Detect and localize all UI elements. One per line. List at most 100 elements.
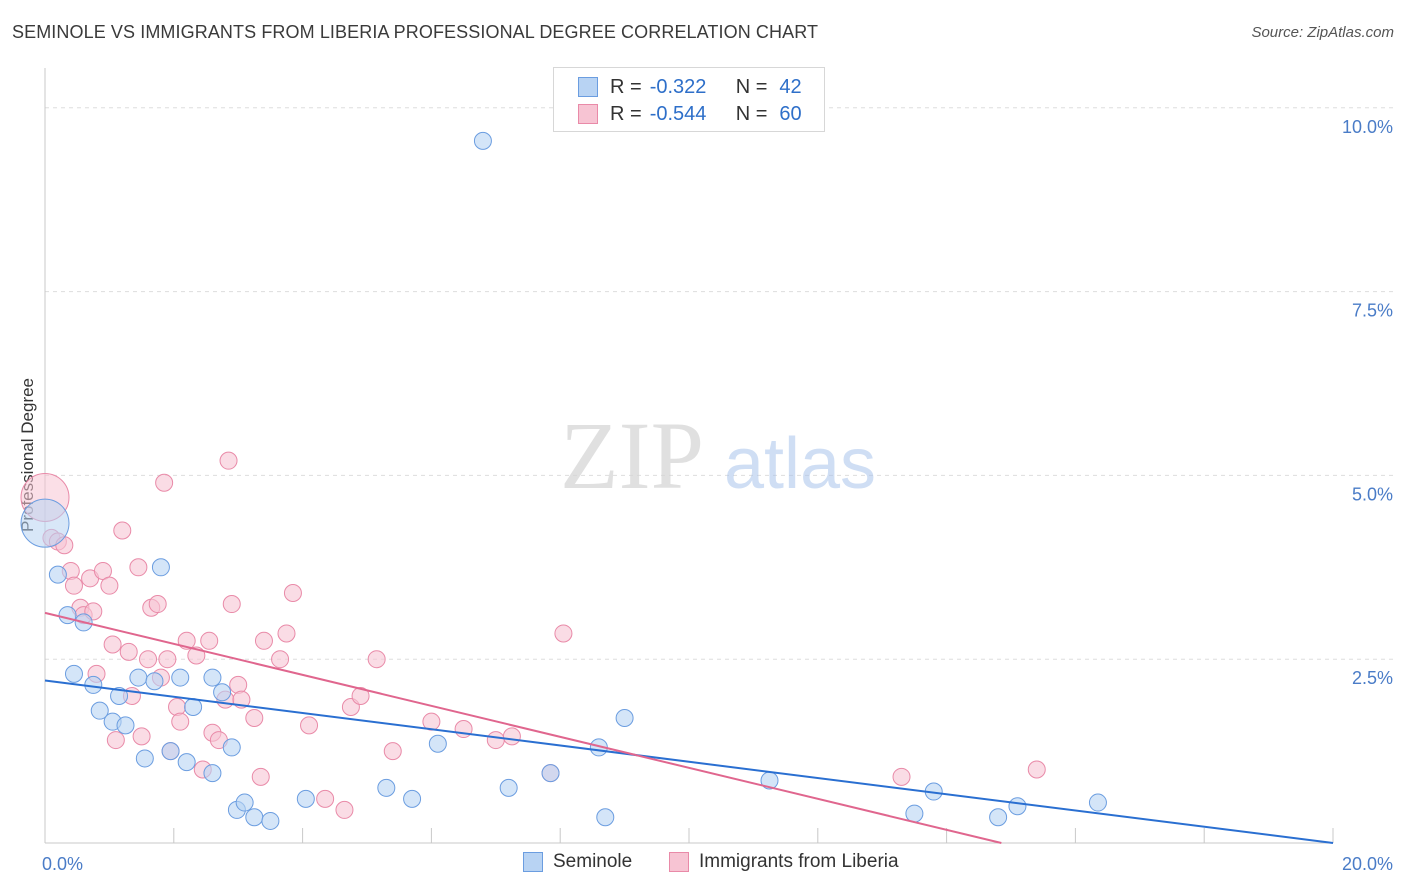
chart-title: SEMINOLE VS IMMIGRANTS FROM LIBERIA PROF… xyxy=(12,22,819,42)
y-tick-label: 5.0% xyxy=(1352,484,1393,504)
data-point-seminole xyxy=(48,565,67,584)
data-point-seminole xyxy=(151,558,170,577)
data-point-seminole xyxy=(1008,797,1027,816)
legend-swatch-liberia xyxy=(669,852,689,872)
legend-n-value: 42 xyxy=(779,75,802,98)
data-point-seminole xyxy=(428,734,447,753)
data-point-liberia xyxy=(168,697,187,716)
x-tick-label-max: 20.0% xyxy=(1342,854,1393,874)
data-point-seminole xyxy=(145,672,164,691)
trend-line-liberia xyxy=(44,611,1002,844)
data-point-seminole xyxy=(541,764,560,783)
series-liberia-points xyxy=(20,451,1046,819)
data-point-liberia xyxy=(383,742,402,761)
data-point-liberia xyxy=(132,727,151,746)
data-point-seminole xyxy=(203,764,222,783)
legend-item-seminole[interactable]: Seminole xyxy=(523,851,632,873)
data-point-liberia xyxy=(148,595,167,614)
data-point-liberia xyxy=(254,631,273,650)
data-point-liberia xyxy=(119,642,138,661)
data-point-liberia xyxy=(554,624,573,643)
grid-lines xyxy=(45,107,1395,660)
data-point-seminole xyxy=(161,742,180,761)
data-point-seminole xyxy=(905,804,924,823)
data-point-seminole xyxy=(116,716,135,735)
legend-row-seminole: R = -0.322 N = 42 xyxy=(578,74,802,100)
trend-line-seminole xyxy=(44,679,1334,844)
data-point-liberia xyxy=(64,576,83,595)
watermark-zip: ZIP xyxy=(560,402,704,509)
legend-r-label: R = xyxy=(610,102,642,125)
data-point-seminole xyxy=(110,686,129,705)
data-point-liberia xyxy=(155,473,174,492)
data-point-liberia xyxy=(158,650,177,669)
data-point-liberia xyxy=(113,521,132,540)
data-point-liberia xyxy=(100,576,119,595)
data-point-liberia xyxy=(271,650,290,669)
data-point-seminole xyxy=(1088,793,1107,812)
legend-swatch-liberia xyxy=(578,104,598,124)
data-point-seminole xyxy=(499,778,518,797)
data-point-seminole xyxy=(58,606,77,625)
data-point-seminole xyxy=(235,793,254,812)
data-point-seminole xyxy=(377,778,396,797)
data-point-liberia xyxy=(229,675,248,694)
data-point-liberia xyxy=(222,595,241,614)
data-point-seminole xyxy=(177,753,196,772)
trend-lines xyxy=(44,611,1334,844)
data-point-seminole xyxy=(171,668,190,687)
data-point-liberia xyxy=(251,767,270,786)
legend-r-value: -0.544 xyxy=(649,102,707,125)
y-tick-label: 2.5% xyxy=(1352,668,1393,688)
data-point-liberia xyxy=(316,789,335,808)
data-point-seminole xyxy=(261,811,280,830)
data-point-liberia xyxy=(486,731,505,750)
series-legend: Seminole Immigrants from Liberia xyxy=(0,851,1406,877)
data-point-seminole xyxy=(90,701,109,720)
data-point-seminole xyxy=(213,683,232,702)
legend-label-seminole: Seminole xyxy=(553,851,633,872)
source-credit: Source: ZipAtlas.com xyxy=(1251,24,1394,41)
x-tick-label-min: 0.0% xyxy=(42,854,83,874)
data-point-liberia xyxy=(335,800,354,819)
watermark-atlas: atlas xyxy=(724,424,876,504)
data-point-liberia xyxy=(351,686,370,705)
data-point-liberia xyxy=(245,709,264,728)
data-point-seminole xyxy=(64,664,83,683)
legend-label-liberia: Immigrants from Liberia xyxy=(699,851,899,872)
legend-n-value: 60 xyxy=(779,102,802,125)
data-point-liberia xyxy=(367,650,386,669)
y-tick-label: 7.5% xyxy=(1352,301,1393,321)
data-point-seminole xyxy=(296,789,315,808)
legend-swatch-seminole xyxy=(523,852,543,872)
data-point-liberia xyxy=(200,631,219,650)
data-point-seminole xyxy=(473,131,492,150)
data-point-seminole xyxy=(615,709,634,728)
legend-n-label: N = xyxy=(735,102,768,125)
data-point-seminole xyxy=(135,749,154,768)
legend-row-liberia: R = -0.544 N = 60 xyxy=(578,101,802,127)
data-point-liberia xyxy=(139,650,158,669)
data-point-liberia xyxy=(103,635,122,654)
data-point-liberia xyxy=(129,558,148,577)
tick-labels: 2.5% 5.0% 7.5% 10.0% 0.0% 20.0% xyxy=(42,117,1393,874)
data-point-seminole xyxy=(245,808,264,827)
axes xyxy=(44,68,1334,844)
data-point-liberia xyxy=(219,451,238,470)
data-point-liberia xyxy=(106,731,125,750)
data-point-seminole xyxy=(203,668,222,687)
legend-item-liberia[interactable]: Immigrants from Liberia xyxy=(669,851,899,873)
data-point-seminole xyxy=(403,789,422,808)
data-point-liberia xyxy=(892,767,911,786)
data-point-seminole xyxy=(20,498,70,548)
data-point-seminole xyxy=(184,697,203,716)
legend-r-label: R = xyxy=(610,75,642,98)
legend-n-label: N = xyxy=(735,75,768,98)
data-point-liberia xyxy=(1027,760,1046,779)
data-point-seminole xyxy=(222,738,241,757)
data-point-seminole xyxy=(989,808,1008,827)
legend-r-value: -0.322 xyxy=(649,75,707,98)
y-tick-label: 10.0% xyxy=(1342,117,1393,137)
data-point-seminole xyxy=(596,808,615,827)
